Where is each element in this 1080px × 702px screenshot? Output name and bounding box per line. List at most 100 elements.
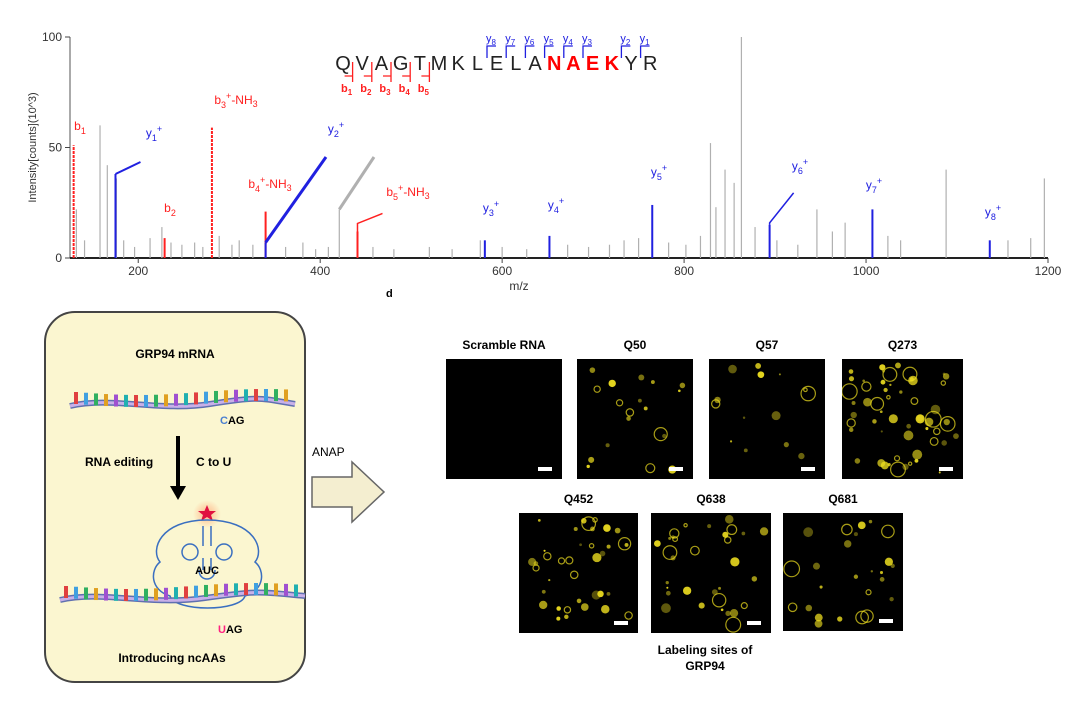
fluorescent-spot (643, 406, 648, 411)
y-bracket-label: y4 (563, 33, 574, 47)
fluorescent-spot (665, 581, 669, 585)
fluorescent-spot (814, 619, 823, 628)
fluorescent-spot (803, 527, 814, 538)
fluorescent-spot (580, 603, 589, 611)
fragment-label: y1+ (146, 124, 162, 143)
y-bracket (620, 45, 631, 58)
microscopy-title: Q50 (623, 338, 647, 352)
b-bracket-label: b3 (379, 83, 391, 97)
nucleotide-tick (264, 583, 268, 596)
microscopy-image (651, 513, 771, 633)
nucleotide-tick (234, 583, 238, 596)
fluorescent-ring (855, 610, 869, 625)
fragment-label: b2 (164, 201, 176, 218)
ribosome-outline (152, 519, 263, 609)
fluorescent-spot (539, 600, 548, 610)
fluorescent-spot (666, 586, 669, 589)
fluorescent-ring (645, 463, 656, 474)
fragment-label: b4+-NH3 (248, 175, 291, 194)
nucleotide-tick (244, 583, 248, 596)
fluorescent-spot (757, 371, 765, 379)
fluorescent-spot (548, 578, 551, 582)
fluorescent-spot (798, 452, 805, 460)
nucleotide-tick (144, 588, 148, 601)
fluorescent-spot (783, 442, 789, 448)
y-tick-label: 100 (42, 30, 62, 44)
fluorescent-spot (889, 383, 892, 387)
fluorescent-spot (711, 589, 718, 595)
fluorescent-spot (537, 519, 541, 522)
fluorescent-spot (882, 369, 885, 373)
fluorescent-spot (890, 563, 895, 568)
microscopy-image (519, 513, 638, 633)
fluorescent-spot (698, 602, 705, 609)
fluorescent-ring (653, 427, 668, 442)
introducing-ncaas-label: Introducing ncAAs (118, 651, 226, 665)
fluorescent-spot (771, 411, 781, 421)
fluorescent-ring (557, 557, 566, 565)
scale-bar (939, 467, 953, 471)
scale-bar (879, 619, 893, 623)
microscopy-image (783, 513, 903, 631)
fluorescent-spot (576, 598, 582, 604)
peptide-residue: Y (624, 53, 637, 75)
fragment-label: y7+ (866, 176, 882, 195)
fluorescent-ring (881, 524, 895, 539)
nucleotide-tick (204, 584, 208, 597)
nucleotide-tick (174, 393, 178, 406)
y-tick-label: 50 (49, 141, 63, 155)
fluorescent-spot (592, 553, 602, 563)
fragment-label: b1 (74, 119, 86, 136)
fluorescent-spot (943, 418, 950, 426)
fluorescent-ring (624, 611, 633, 620)
microscopy-image (446, 359, 562, 479)
fluorescent-spot (725, 610, 731, 617)
fragment-label: y3+ (483, 199, 499, 218)
fluorescent-spot (877, 459, 886, 467)
fluorescent-spot (720, 608, 724, 612)
fluorescent-spot (707, 524, 712, 529)
peptide-residue: E (490, 53, 503, 75)
scale-bar (747, 621, 761, 625)
fluorescent-spot (916, 414, 924, 422)
nucleotide-tick (254, 389, 258, 402)
mrna-title: GRP94 mRNA (135, 347, 215, 361)
fluorescent-spot (899, 390, 903, 394)
fluorescent-spot (682, 586, 692, 595)
fluorescent-spot (953, 433, 959, 440)
chart-axes: 200 400 600 800 1000 1200 0 50 100 m/z Intensity[c… (27, 30, 1062, 293)
fluorescent-spot (638, 374, 645, 381)
peptide-residue: E (586, 53, 599, 75)
peptide-residue: K (452, 53, 466, 75)
fluorescent-ring (565, 556, 574, 565)
fluorescent-spot (743, 448, 748, 453)
chart-annotations: b1 b2 b3+-NH3 b4+-NH3 b5+-NH3 y1+ y2+ y3+ y4+ y5+… (74, 91, 1001, 244)
codon-cag: CAG (220, 415, 244, 427)
fluorescent-spot (879, 364, 886, 371)
fluorescent-ring (711, 592, 727, 608)
nucleotide-tick (204, 391, 208, 404)
y-bracket-label: y6 (524, 33, 535, 47)
fluorescent-ring (800, 385, 816, 402)
fragment-label: y5+ (651, 163, 667, 182)
fragment-label: b3+-NH3 (214, 91, 257, 110)
fluorescent-ring (910, 397, 919, 406)
fluorescent-spot (938, 471, 941, 474)
x-tick-label: 1000 (853, 264, 880, 278)
b-bracket-label: b4 (399, 83, 411, 97)
nucleotide-tick (224, 390, 228, 403)
y-bracket-label: y2 (620, 33, 631, 47)
fluorescent-ring (907, 461, 913, 466)
chart-peaks (72, 37, 1045, 258)
fluorescent-spot (812, 562, 820, 570)
fluorescent-spot (601, 604, 610, 614)
y-bracket (543, 45, 554, 58)
fluorescent-spot (848, 427, 854, 433)
fluorescent-ring (870, 396, 885, 411)
fluorescent-ring (569, 570, 579, 580)
scale-bar (801, 467, 815, 471)
anap-label: ANAP (312, 445, 345, 459)
peptide-residue: G (393, 53, 409, 75)
fluorescent-spot (870, 570, 874, 573)
